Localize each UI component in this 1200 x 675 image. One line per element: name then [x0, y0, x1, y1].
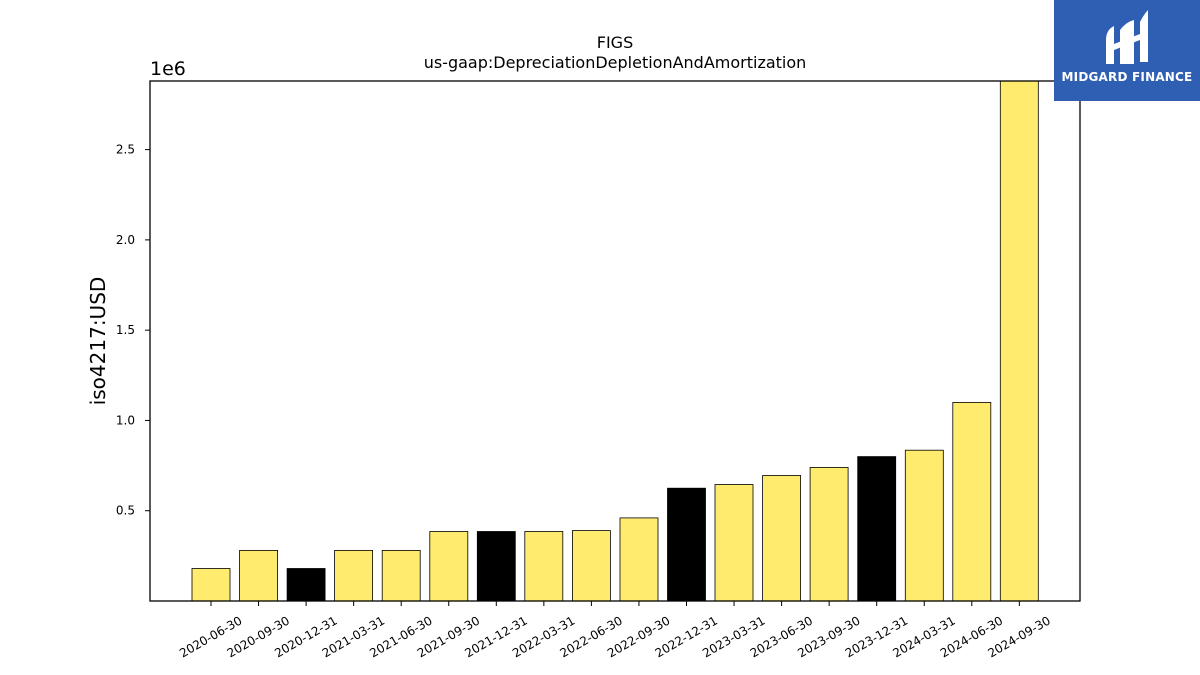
chart-title: FIGS — [597, 33, 633, 52]
bar-2023-12-31 — [857, 456, 897, 602]
bar-2022-03-31 — [524, 531, 564, 602]
y-tick-label: 1.5 — [116, 323, 135, 337]
midgard-logo-icon — [1106, 10, 1148, 64]
bar-2024-06-30 — [952, 401, 992, 602]
y-ticks: 0.5 1.0 1.5 2.0 2.5 — [116, 143, 150, 518]
bar-2023-03-31 — [714, 484, 754, 602]
midgard-finance-logo: MIDGARD FINANCE — [1054, 0, 1200, 101]
bars-group — [191, 80, 1039, 602]
bar-2024-09-30 — [999, 80, 1039, 602]
bar-2020-09-30 — [239, 550, 279, 602]
bar-2023-09-30 — [809, 466, 849, 602]
bar-2021-06-30 — [381, 550, 421, 602]
y-axis-label: iso4217:USD — [86, 277, 110, 406]
y-tick-label: 0.5 — [116, 504, 135, 518]
bar-2024-03-31 — [904, 449, 944, 602]
bar-2021-09-30 — [429, 531, 469, 602]
x-ticks: 2020-06-302020-09-302020-12-312021-03-31… — [177, 601, 1053, 660]
bar-2021-03-31 — [334, 550, 374, 602]
y-scale-label: 1e6 — [150, 58, 186, 80]
y-tick-label: 1.0 — [116, 413, 135, 427]
bar-2021-12-31 — [476, 531, 516, 602]
bar-2022-12-31 — [667, 487, 706, 602]
bar-2023-06-30 — [762, 475, 801, 602]
bar-2022-06-30 — [572, 530, 611, 602]
chart-subtitle: us-gaap:DepreciationDepletionAndAmortiza… — [424, 53, 807, 72]
bar-2020-12-31 — [286, 568, 326, 602]
bar-2022-09-30 — [619, 517, 659, 602]
plot-frame — [149, 80, 1081, 602]
logo-text: MIDGARD FINANCE — [1061, 70, 1193, 84]
bar-2020-06-30 — [191, 568, 231, 602]
y-tick-label: 2.0 — [116, 233, 135, 247]
y-tick-label: 2.5 — [116, 143, 135, 157]
